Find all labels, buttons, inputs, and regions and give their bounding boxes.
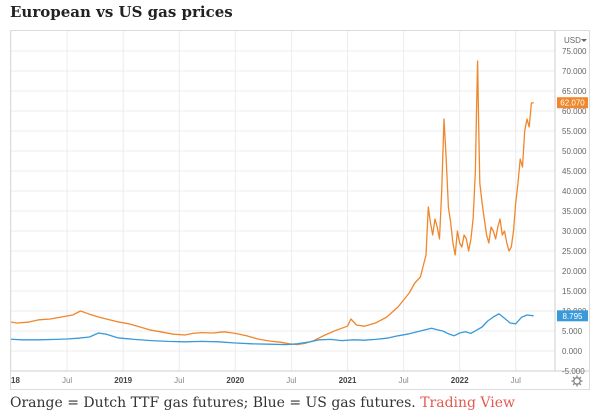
y-tick-label: 20.000 (562, 267, 587, 276)
y-tick-label: 40.000 (562, 187, 587, 196)
y-tick-label: 35.000 (562, 207, 587, 216)
gear-icon[interactable] (571, 375, 583, 387)
last-value-badge-0 (557, 97, 588, 109)
last-value-label-1: 8.795 (562, 312, 583, 321)
series-line-1 (11, 313, 534, 346)
series-lines (11, 60, 534, 346)
y-tick-label: 75.000 (562, 47, 587, 56)
page-heading: European vs US gas prices (10, 3, 233, 21)
last-value-badges: 62.070 8.795 (557, 97, 588, 322)
y-tick-label: 25.000 (562, 247, 587, 256)
chart-canvas[interactable]: USD 75.000 70.000 65.000 60.000 55.000 50.000… (11, 31, 589, 389)
x-tick-label: Jul (286, 376, 296, 385)
y-tick-label: 30.000 (562, 227, 587, 236)
y-tick-label: 45.000 (562, 167, 587, 176)
y-tick-label: 15.000 (562, 287, 587, 296)
currency-label[interactable]: USD (564, 36, 581, 45)
x-tick-label: Jul (511, 376, 521, 385)
last-value-badge-1 (557, 310, 588, 322)
y-tick-label: 55.000 (562, 127, 587, 136)
y-ticks: 75.000 70.000 65.000 60.000 55.000 50.000 45.0… (562, 47, 587, 376)
x-tick-label: 2019 (114, 376, 132, 385)
x-ticks: 2018 Jul 2019 Jul 2020 Jul 2021 Jul 2022 Jul (11, 376, 521, 385)
caption-text: Orange = Dutch TTF gas futures; Blue = U… (10, 395, 416, 411)
y-tick-label: 60.000 (562, 107, 587, 116)
grid (11, 31, 555, 372)
x-tick-label: 2018 (11, 376, 20, 385)
x-tick-label: Jul (62, 376, 72, 385)
x-tick-label: Jul (398, 376, 408, 385)
chevron-down-icon[interactable] (581, 39, 587, 42)
source-link[interactable]: Trading View (420, 395, 516, 411)
y-tick-label: 5.000 (562, 327, 583, 336)
y-tick-label: 65.000 (562, 87, 587, 96)
last-value-label-0: 62.070 (560, 99, 585, 108)
price-chart[interactable]: USD 75.000 70.000 65.000 60.000 55.000 50.000… (10, 30, 590, 390)
figure-caption: Orange = Dutch TTF gas futures; Blue = U… (10, 395, 515, 411)
y-tick-label: 0.000 (562, 347, 583, 356)
y-tick-label: 70.000 (562, 67, 587, 76)
y-tick-label: 50.000 (562, 147, 587, 156)
series-line-0 (11, 60, 534, 346)
axes: USD (11, 31, 589, 372)
y-tick-label: -5.000 (562, 367, 585, 376)
x-tick-label: 2020 (226, 376, 244, 385)
x-tick-label: Jul (174, 376, 184, 385)
x-tick-label: 2021 (339, 376, 357, 385)
x-tick-label: 2022 (451, 376, 469, 385)
